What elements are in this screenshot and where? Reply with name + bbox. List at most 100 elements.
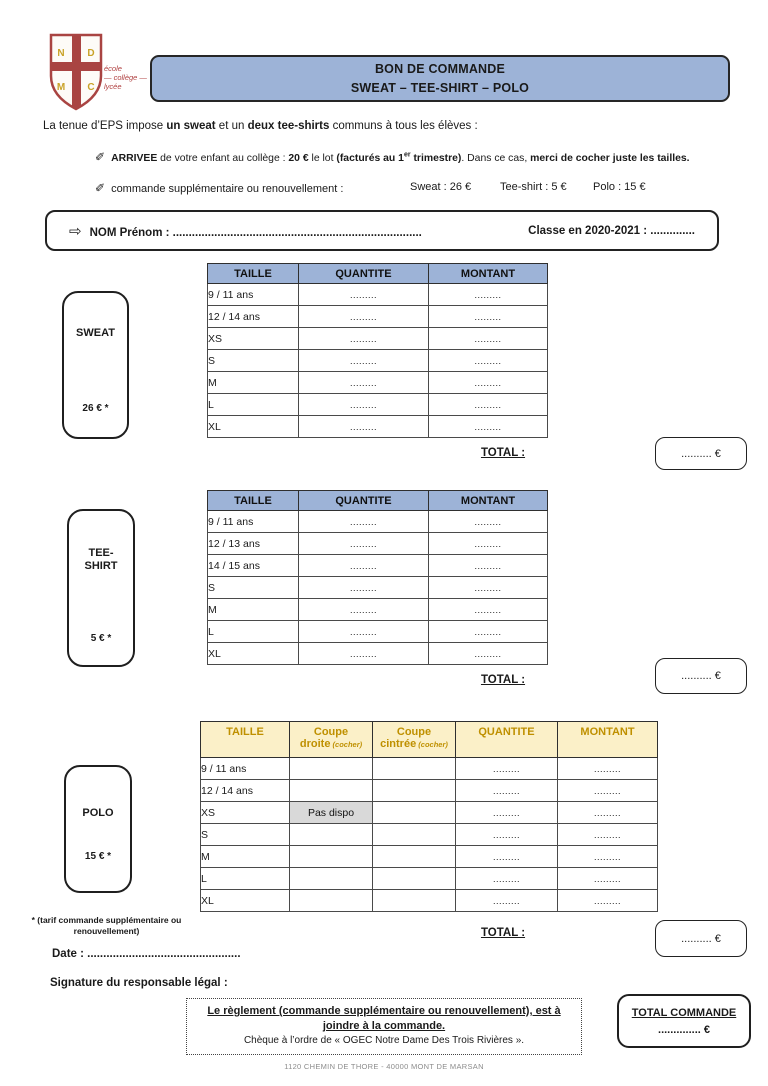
teeshirt-pill-label: TEE- SHIRT: [84, 547, 118, 572]
column-header: Coupe cintrée (cocher): [372, 721, 456, 758]
nom-prenom-label: NOM Prénom : ...........................…: [89, 226, 422, 239]
sweat-price-text: Sweat : 26 €: [410, 181, 472, 193]
name-class-box: ⇨ NOM Prénom : ..........................…: [45, 210, 719, 251]
school-crest-logo: N D M C: [49, 33, 103, 111]
size-cell: M: [207, 598, 299, 621]
table-row: XS Pas dispo..................: [200, 801, 658, 824]
pen-icon: ✐: [95, 181, 106, 195]
size-cell: XL: [207, 415, 299, 438]
table-row: XL..................: [207, 415, 548, 438]
table-row: 9 / 11 ans..................: [207, 283, 548, 306]
tariff-footnote-line2: renouvellement): [73, 926, 140, 936]
bullet-arrivee-text: ARRIVEE de votre enfant au collège : 20 …: [111, 151, 689, 164]
fill-in-cell: .........: [298, 510, 429, 533]
text-segment: (facturés au 1: [336, 153, 404, 164]
teeshirt-price-text: Tee-shirt : 5 €: [500, 181, 567, 193]
table-row: M..................: [207, 598, 548, 621]
text-segment: deux tee-shirts: [247, 120, 330, 132]
nom-prenom-field: ⇨ NOM Prénom : ..........................…: [69, 222, 422, 240]
fill-in-cell: .........: [455, 801, 558, 824]
fill-in-cell: Pas dispo: [289, 801, 373, 824]
intro-text: La tenue d’EPS impose un sweat et un deu…: [43, 120, 478, 132]
size-cell: 12 / 14 ans: [200, 779, 290, 802]
table-row: 12 / 14 ans..................: [207, 305, 548, 328]
size-cell: XL: [207, 642, 299, 665]
table-row: L..................: [207, 393, 548, 416]
pen-icon: ✐: [95, 150, 106, 164]
polo-pill-label: POLO: [82, 807, 114, 819]
fill-in-cell: [289, 823, 373, 846]
column-header: TAILLE: [207, 263, 299, 284]
fill-in-cell: .........: [298, 283, 429, 306]
fill-in-cell: .........: [428, 554, 548, 577]
polo-total-label: TOTAL :: [480, 927, 526, 939]
fill-in-cell: .........: [455, 845, 558, 868]
size-cell: 14 / 15 ans: [207, 554, 299, 577]
fill-in-cell: [372, 845, 456, 868]
form-title-box: BON DE COMMANDE SWEAT – TEE-SHIRT – POLO: [150, 55, 730, 102]
size-cell: 9 / 11 ans: [200, 757, 290, 780]
payment-cheque-text: Chèque à l’ordre de « OGEC Notre Dame De…: [243, 1035, 525, 1046]
teeshirt-table: TAILLE QUANTITE MONTANT 9 / 11 ans.........…: [207, 490, 548, 665]
column-header: QUANTITE: [298, 263, 429, 284]
svg-text:C: C: [87, 82, 94, 93]
text-segment: trimestre): [410, 153, 462, 164]
size-cell: L: [207, 620, 299, 643]
fill-in-cell: .........: [298, 532, 429, 555]
size-cell: XL: [200, 889, 290, 912]
school-level-ecole: école: [104, 64, 122, 73]
column-header: MONTANT: [557, 721, 658, 758]
fill-in-cell: .........: [428, 305, 548, 328]
size-cell: S: [200, 823, 290, 846]
fill-in-cell: .........: [428, 532, 548, 555]
column-header: MONTANT: [428, 263, 548, 284]
text-segment: communs à tous les élèves :: [329, 120, 478, 132]
table-row: L..................: [207, 620, 548, 643]
polo-table: TAILLE Coupe droite (cocher) Coupe cintrée (…: [200, 721, 658, 912]
table-row: XS..................: [207, 327, 548, 350]
tariff-footnote: * (tarif commande supplémentaire ou reno…: [14, 915, 199, 937]
table-row: M..................: [200, 845, 658, 868]
size-cell: 12 / 14 ans: [207, 305, 299, 328]
fill-in-cell: .........: [428, 349, 548, 372]
text-segment: le lot: [308, 153, 337, 164]
fill-in-cell: .........: [298, 554, 429, 577]
fill-in-cell: .........: [428, 642, 548, 665]
fill-in-cell: [289, 757, 373, 780]
size-cell: 12 / 13 ans: [207, 532, 299, 555]
fill-in-cell: [289, 779, 373, 802]
fill-in-cell: .........: [298, 620, 429, 643]
bullet-commande-label: commande supplémentaire ou renouvellemen…: [111, 183, 344, 195]
fill-in-cell: .........: [298, 415, 429, 438]
column-header: MONTANT: [428, 490, 548, 511]
form-title-line2: SWEAT – TEE-SHIRT – POLO: [350, 80, 530, 95]
fill-in-cell: .........: [557, 779, 658, 802]
fill-in-cell: [372, 889, 456, 912]
teeshirt-pill-price: 5 € *: [90, 633, 112, 644]
fill-in-cell: .........: [428, 598, 548, 621]
fill-in-cell: .........: [298, 576, 429, 599]
table-row: 9 / 11 ans..................: [200, 757, 658, 780]
fill-in-cell: .........: [455, 779, 558, 802]
signature-label: Signature du responsable légal :: [50, 977, 228, 989]
total-order-box: TOTAL COMMANDE .............. €: [617, 994, 751, 1048]
text-segment: La tenue d’EPS impose: [43, 120, 167, 132]
column-header: QUANTITE: [455, 721, 558, 758]
arrow-icon: ⇨: [69, 222, 82, 240]
table-row: M..................: [207, 371, 548, 394]
table-row: S..................: [207, 576, 548, 599]
shield-cross: [51, 35, 101, 109]
svg-text:M: M: [57, 82, 65, 93]
text-segment: er: [403, 151, 411, 159]
school-level-college: — collège —: [104, 73, 147, 82]
column-header: TAILLE: [200, 721, 290, 758]
size-cell: S: [207, 349, 299, 372]
size-cell: S: [207, 576, 299, 599]
table-row: 14 / 15 ans..................: [207, 554, 548, 577]
size-cell: L: [207, 393, 299, 416]
sweat-total-label: TOTAL :: [480, 447, 526, 459]
text-segment: de votre enfant au collège :: [157, 153, 289, 164]
fill-in-cell: .........: [557, 889, 658, 912]
fill-in-cell: .........: [428, 415, 548, 438]
